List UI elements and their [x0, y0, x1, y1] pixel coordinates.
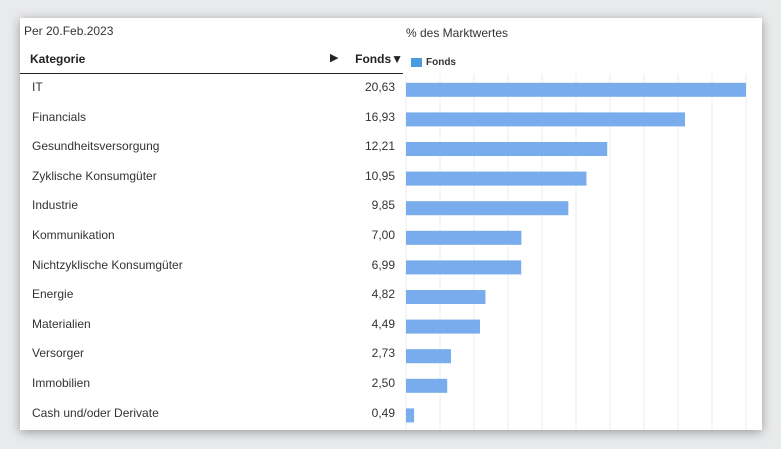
legend-swatch: [411, 58, 422, 67]
expand-arrow-icon[interactable]: ▶: [330, 52, 339, 64]
table-row: Versorger 2,73: [20, 340, 403, 369]
row-value: 12,21: [364, 139, 395, 154]
table-header: Kategorie ▶ Fonds▼: [20, 46, 403, 74]
bar[interactable]: [406, 378, 448, 393]
row-value: 2,50: [371, 376, 395, 390]
bar[interactable]: [406, 201, 569, 216]
row-value: 4,49: [371, 316, 395, 331]
table-row: Immobilien 2,50: [20, 370, 403, 399]
row-category: Financials: [32, 109, 87, 124]
table-row: Materialien 4,49: [20, 311, 403, 340]
row-category: Zyklische Konsumgüter: [32, 168, 157, 183]
table-row: Cash und/oder Derivate 0,49: [20, 400, 403, 429]
column-header-category[interactable]: Kategorie: [30, 52, 86, 66]
table-row: Nichtzyklische Konsumgüter 6,99: [20, 252, 403, 281]
row-category: Cash und/oder Derivate: [32, 405, 159, 420]
row-category: Versorger: [32, 346, 85, 361]
row-category: Materialien: [32, 316, 91, 331]
bar[interactable]: [406, 230, 522, 245]
as-of-date: Per 20.Feb.2023: [24, 24, 114, 38]
row-value: 4,82: [371, 287, 395, 302]
row-category: IT: [32, 80, 43, 94]
bar[interactable]: [406, 290, 486, 304]
chart-legend: Fonds: [411, 57, 456, 68]
row-value: 16,93: [364, 109, 395, 124]
row-category: Gesundheitsversorgung: [32, 139, 160, 154]
allocation-card: Per 20.Feb.2023 Kategorie ▶ Fonds▼ IT 20,…: [20, 18, 762, 430]
row-value: 2,73: [371, 346, 395, 361]
bar[interactable]: [406, 171, 587, 186]
column-header-fonds[interactable]: Fonds▼: [355, 52, 403, 66]
row-value: 9,85: [371, 198, 395, 213]
row-value: 10,95: [364, 168, 395, 183]
row-value: 0,49: [371, 405, 395, 420]
row-value: 20,63: [364, 80, 395, 94]
bar[interactable]: [406, 112, 686, 127]
bar[interactable]: [406, 82, 746, 97]
table-row: Gesundheitsversorgung 12,21: [20, 133, 403, 162]
table-row: IT 20,63: [20, 74, 403, 103]
row-category: Immobilien: [32, 376, 91, 390]
table-row: Zyklische Konsumgüter 10,95: [20, 163, 403, 192]
legend-label: Fonds: [426, 57, 456, 68]
row-category: Energie: [32, 287, 74, 302]
table-row: Kommunikation 7,00: [20, 222, 403, 251]
row-value: 6,99: [371, 257, 395, 272]
bar[interactable]: [406, 142, 608, 156]
bar[interactable]: [406, 319, 480, 334]
table-row: Financials 16,93: [20, 104, 403, 133]
table-row: Energie 4,82: [20, 281, 403, 310]
row-category: Nichtzyklische Konsumgüter: [32, 257, 183, 272]
row-value: 7,00: [371, 228, 395, 242]
bar[interactable]: [406, 260, 522, 275]
bar[interactable]: [406, 408, 415, 423]
row-category: Industrie: [32, 198, 79, 213]
row-category: Kommunikation: [32, 228, 115, 242]
bar[interactable]: [406, 349, 451, 364]
chart-title: % des Marktwertes: [406, 26, 509, 40]
table-row: Industrie 9,85: [20, 192, 403, 221]
bar-chart: [405, 74, 747, 430]
